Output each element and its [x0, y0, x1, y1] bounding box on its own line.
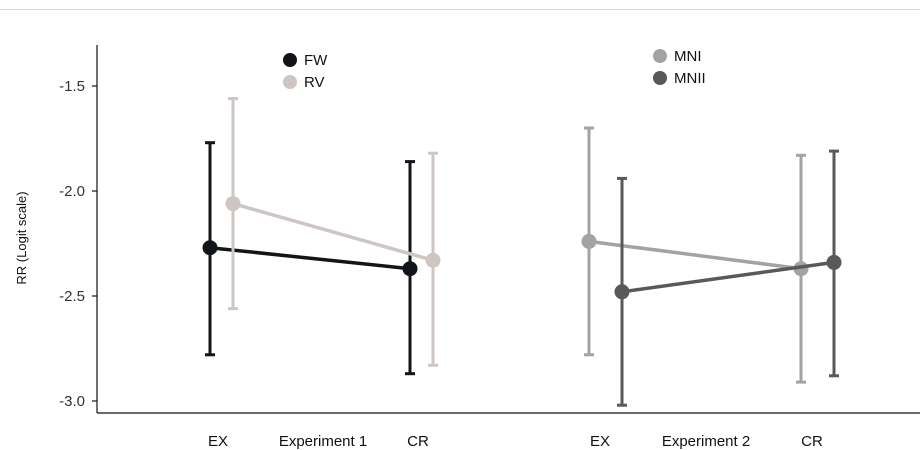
top-divider	[0, 9, 920, 10]
x-category-label: CR	[801, 433, 823, 450]
legend-marker-RV	[283, 75, 297, 89]
category-labels: EX CR Experiment 1 EX CR Experiment 2	[208, 433, 823, 450]
group-label: Experiment 1	[279, 433, 367, 450]
series-line-RV	[232, 201, 434, 262]
x-category-label: CR	[407, 433, 429, 450]
group-label: Experiment 2	[662, 433, 750, 450]
legend-marker-MNI	[653, 49, 667, 63]
legends: FW RV MNI MNII	[283, 48, 706, 91]
series-line-MNII	[621, 260, 835, 294]
y-axis-label: RR (Logit scale)	[14, 191, 29, 284]
legend-label: MNII	[674, 70, 706, 87]
data-point	[614, 284, 630, 300]
data-point	[826, 254, 842, 270]
legend-label: MNI	[674, 48, 702, 65]
y-tick-label: -3.0	[59, 393, 85, 410]
y-tick-label: -2.0	[59, 183, 85, 200]
axes	[96, 45, 920, 414]
y-tick-label: -1.5	[59, 78, 85, 95]
series-line-FW	[209, 245, 411, 271]
series-line-MNI	[588, 239, 802, 271]
legend-label: RV	[304, 74, 325, 91]
data-point	[202, 240, 218, 256]
data-point	[425, 252, 441, 268]
data-point	[402, 261, 418, 277]
data-point	[225, 196, 241, 212]
x-category-label: EX	[590, 433, 610, 450]
y-ticks: -1.5 -2.0 -2.5 -3.0	[59, 78, 97, 410]
y-tick-label: -2.5	[59, 288, 85, 305]
x-category-label: EX	[208, 433, 228, 450]
legend-marker-FW	[283, 53, 297, 67]
data-point	[581, 233, 597, 249]
chart-marks	[202, 97, 842, 407]
legend-marker-MNII	[653, 71, 667, 85]
legend-label: FW	[304, 52, 328, 69]
